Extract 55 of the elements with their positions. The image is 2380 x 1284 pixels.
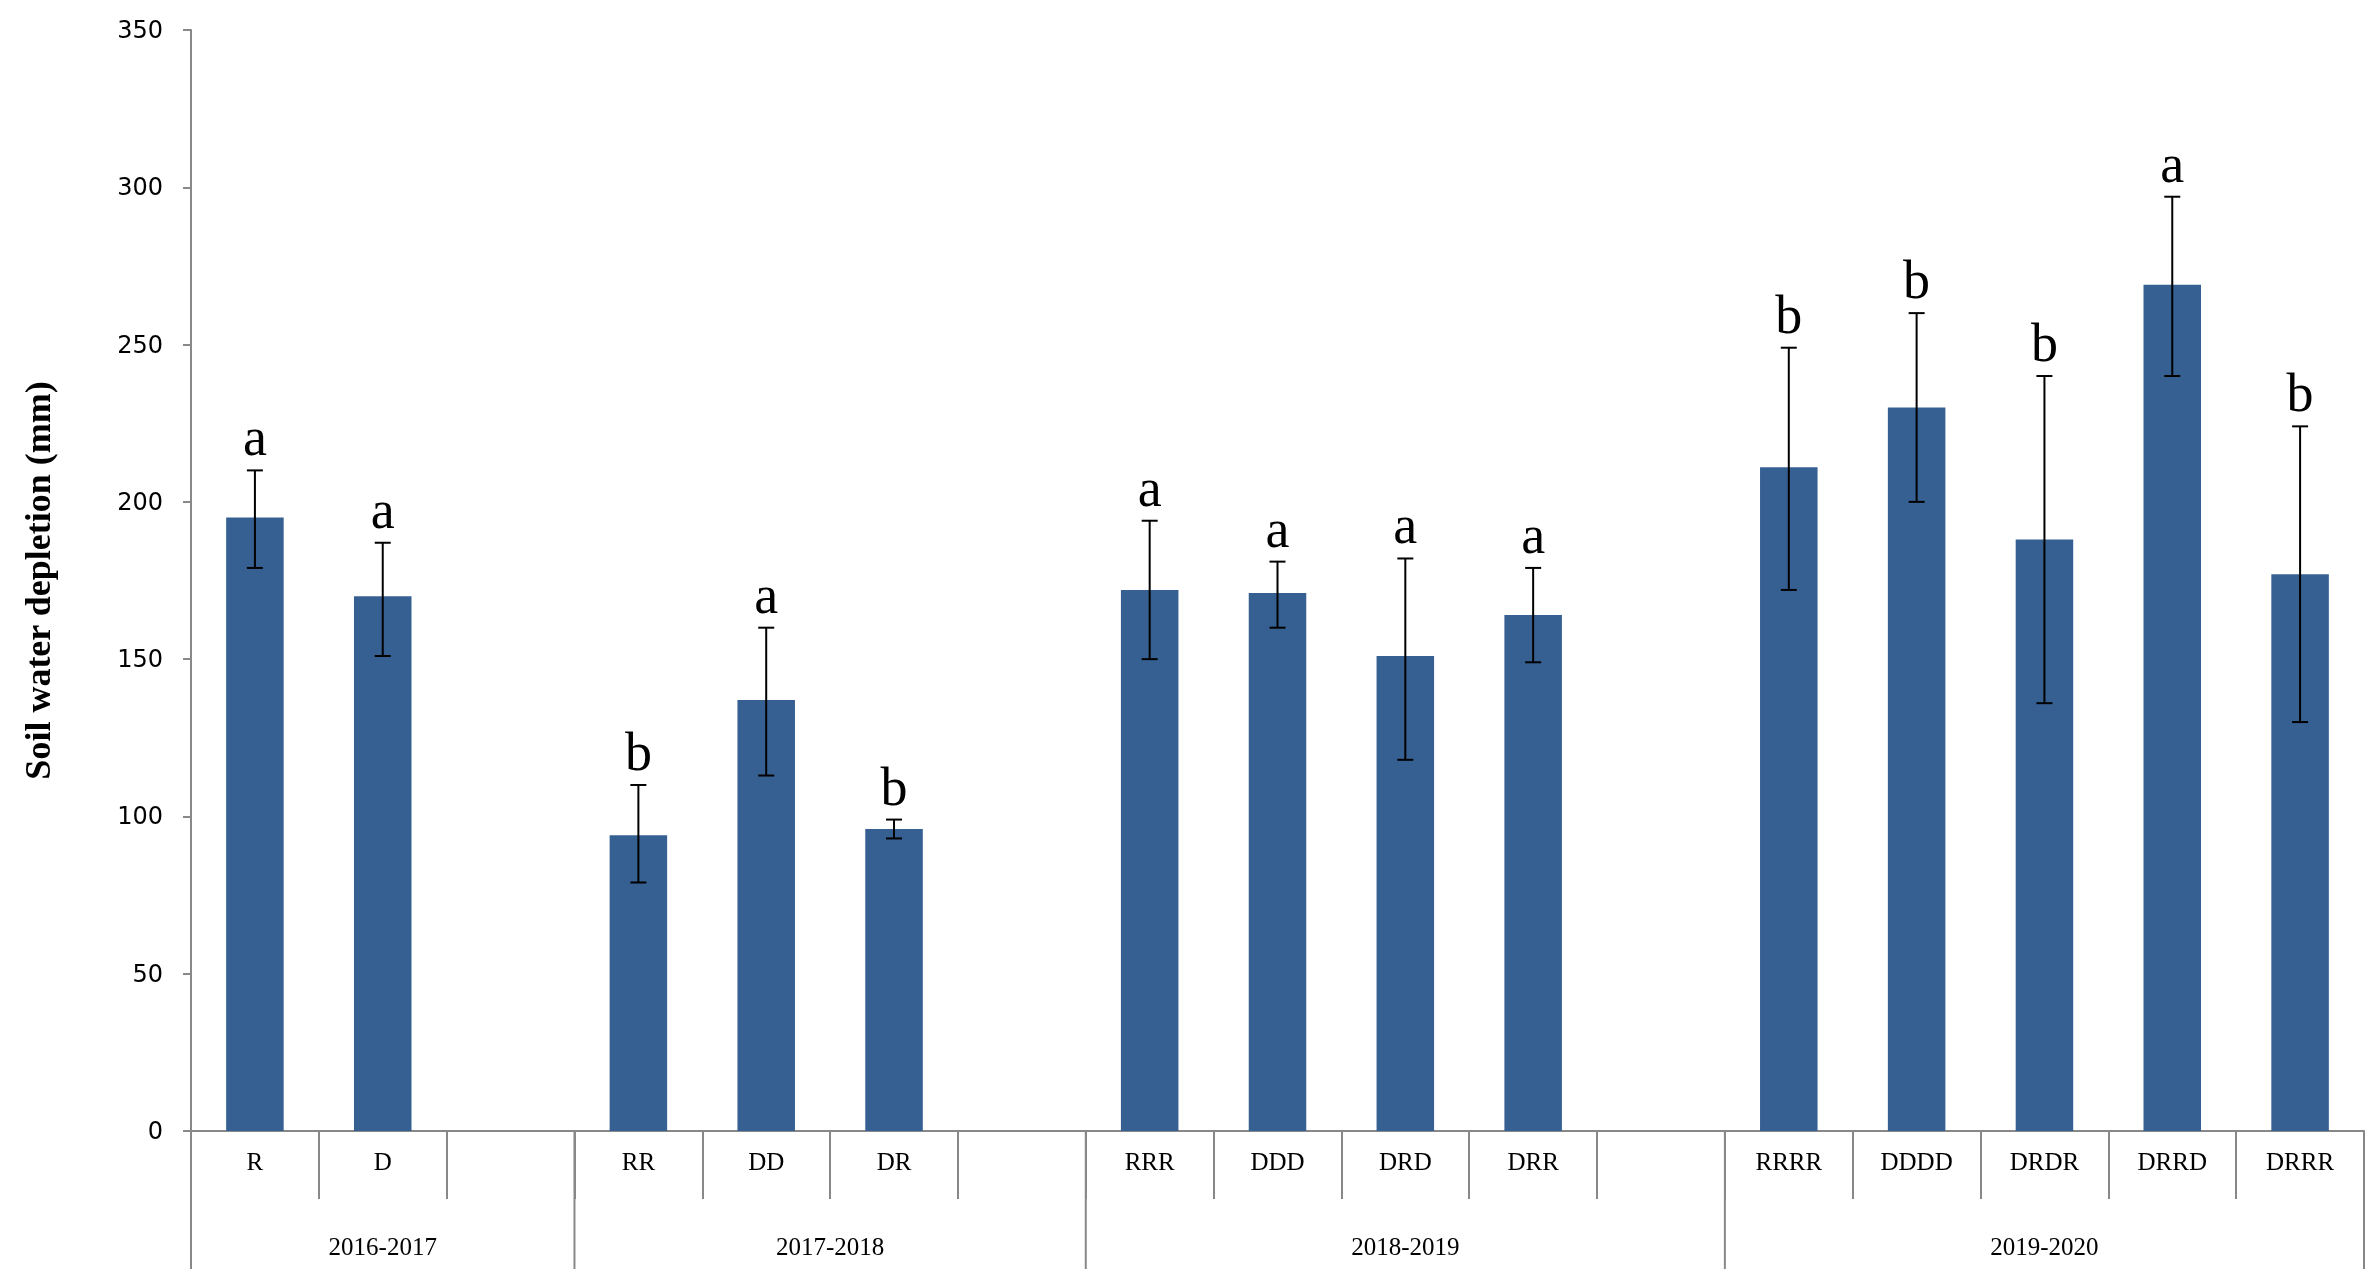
y-tick-label: 350 xyxy=(117,16,163,44)
x-tick-label: DDDD xyxy=(1880,1148,1953,1175)
annotation: b xyxy=(2286,363,2314,424)
text: 2016-2017 xyxy=(328,1232,437,1260)
text: 2018-2019 xyxy=(1351,1232,1460,1260)
annotation: b xyxy=(2030,313,2058,374)
x-tick-label: DDD xyxy=(1250,1148,1305,1175)
y-tick-label: 100 xyxy=(117,802,163,831)
bar xyxy=(2143,284,2202,1131)
x-tick-label: DRRD xyxy=(2137,1148,2207,1175)
x-tick-label: DD xyxy=(748,1148,785,1175)
x-tick-label: RR xyxy=(621,1148,656,1175)
text: 2017-2018 xyxy=(775,1232,885,1260)
annotation: a xyxy=(1393,495,1418,556)
bar xyxy=(1504,615,1562,1131)
x-tick-label: DR xyxy=(876,1148,912,1175)
bar xyxy=(1120,589,1179,1131)
y-tick-label: 50 xyxy=(132,959,163,988)
x-tick-label: D xyxy=(373,1148,392,1175)
annotation: a xyxy=(2160,133,2185,194)
y-tick-label: 0 xyxy=(147,1117,163,1145)
annotation: b xyxy=(1775,284,1803,345)
bar xyxy=(1887,407,1946,1131)
bar xyxy=(2271,574,2329,1131)
bar xyxy=(226,517,284,1131)
y-tick-label: 150 xyxy=(117,645,163,674)
annotation: a xyxy=(1265,498,1290,559)
annotation: a xyxy=(1137,457,1162,518)
annotation: a xyxy=(370,479,395,540)
y-tick-label: 250 xyxy=(117,330,163,359)
annotation: a xyxy=(242,407,267,468)
annotation: a xyxy=(1521,504,1546,565)
y-axis-title: Soil water depletion (mm) xyxy=(18,381,58,780)
y-tick-label: 200 xyxy=(117,487,163,516)
bar xyxy=(1248,593,1307,1131)
bar xyxy=(609,835,668,1131)
x-tick-label: DRRR xyxy=(2266,1148,2335,1175)
text: 2019-2020 xyxy=(1990,1232,2099,1260)
x-tick-label: RRRR xyxy=(1755,1148,1823,1175)
annotation: b xyxy=(880,756,908,817)
x-tick-label: DRD xyxy=(1378,1148,1432,1175)
y-tick-label: 300 xyxy=(117,173,163,202)
bar xyxy=(2015,539,2074,1131)
annotation: a xyxy=(754,564,779,625)
x-tick-label: RRR xyxy=(1124,1148,1176,1175)
bar xyxy=(865,829,923,1131)
x-tick-label: DRDR xyxy=(2009,1148,2080,1175)
annotation: b xyxy=(624,721,652,782)
annotation: b xyxy=(1903,250,1931,311)
bar xyxy=(1376,656,1435,1131)
bar xyxy=(737,700,795,1131)
bar xyxy=(353,596,412,1131)
bar xyxy=(1760,467,1818,1131)
x-tick-label: R xyxy=(246,1148,264,1175)
x-tick-label: DRR xyxy=(1507,1148,1560,1175)
